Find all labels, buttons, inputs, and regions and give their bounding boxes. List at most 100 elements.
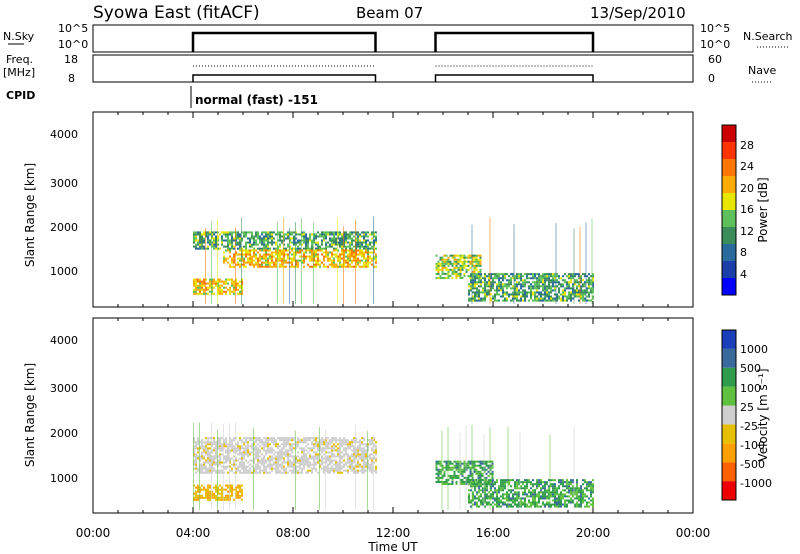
- velocity-cell: [486, 497, 488, 500]
- velocity-cell: [225, 445, 227, 448]
- power-cell: [253, 259, 255, 262]
- velocity-cell: [546, 483, 548, 486]
- velocity-cell: [470, 485, 472, 488]
- power-cell: [584, 289, 586, 292]
- power-cell: [225, 233, 227, 236]
- velocity-cell: [205, 492, 207, 495]
- power-cell: [588, 285, 590, 288]
- velocity-cell: [279, 457, 281, 460]
- power-cell: [323, 231, 325, 234]
- velocity-cell: [530, 505, 532, 508]
- power-cell: [233, 286, 235, 289]
- velocity-cell: [263, 443, 265, 446]
- power-cell: [576, 285, 578, 288]
- velocity-cell: [504, 503, 506, 506]
- power-cell: [492, 277, 494, 280]
- velocity-cell: [369, 467, 371, 470]
- velocity-cell: [293, 461, 295, 464]
- power-cell: [538, 277, 540, 280]
- power-cell: [265, 243, 267, 246]
- power-cell: [331, 239, 333, 242]
- velocity-cell: [467, 466, 470, 469]
- velocity-cell: [263, 455, 265, 458]
- velocity-colorbar-swatch: [722, 443, 736, 463]
- velocity-cell: [267, 443, 269, 446]
- velocity-cell: [225, 455, 227, 458]
- power-cell: [257, 233, 259, 236]
- velocity-cell: [534, 497, 536, 500]
- power-cell: [275, 249, 277, 252]
- velocity-cell: [472, 493, 474, 496]
- velocity-cell: [435, 476, 438, 479]
- power-cell: [233, 257, 235, 260]
- power-cell: [291, 263, 293, 266]
- power-cell: [530, 291, 532, 294]
- power-cell: [562, 299, 564, 302]
- velocity-cell: [582, 479, 584, 482]
- power-cell: [463, 258, 466, 261]
- velocity-cell: [476, 493, 478, 496]
- velocity-cell: [285, 469, 287, 472]
- power-cell: [484, 283, 486, 286]
- velocity-cell: [209, 459, 211, 462]
- power-cell: [261, 237, 263, 240]
- velocity-cell: [508, 499, 510, 502]
- velocity-cell: [470, 489, 472, 492]
- power-cell: [558, 277, 560, 280]
- plot-title: Syowa East (fitACF): [93, 3, 260, 23]
- power-cell: [233, 253, 235, 256]
- power-cell: [331, 265, 333, 268]
- velocity-cell: [375, 451, 377, 454]
- power-cell: [562, 291, 564, 294]
- power-cell: [522, 285, 524, 288]
- velocity-cell: [293, 467, 295, 470]
- power-cell: [494, 297, 496, 300]
- velocity-cell: [243, 449, 245, 452]
- velocity-cell: [357, 445, 359, 448]
- velocity-cell: [558, 495, 560, 498]
- power-cell: [305, 237, 307, 240]
- power-cell: [303, 231, 305, 234]
- power-cell: [482, 291, 484, 294]
- power-cell: [285, 237, 287, 240]
- velocity-cell: [343, 465, 345, 468]
- power-cell: [578, 283, 580, 286]
- velocity-cell: [343, 469, 345, 472]
- velocity-cell: [371, 459, 373, 462]
- power-cell: [325, 233, 327, 236]
- velocity-cell: [562, 481, 564, 484]
- power-cell: [233, 280, 235, 283]
- velocity-cell: [351, 455, 353, 458]
- power-cell: [518, 283, 520, 286]
- power-cell: [321, 239, 323, 242]
- power-cell: [315, 261, 317, 264]
- velocity-cell: [526, 503, 528, 506]
- power-cell: [584, 291, 586, 294]
- velocity-cell: [453, 474, 456, 477]
- velocity-cell: [475, 470, 478, 473]
- velocity-cell: [227, 451, 229, 454]
- xtick-0000-end: 00:00: [676, 526, 711, 540]
- velocity-cell: [552, 493, 554, 496]
- velocity-cell: [257, 453, 259, 456]
- velocity-cell: [349, 457, 351, 460]
- power-cell: [201, 245, 203, 248]
- velocity-cell: [568, 491, 570, 494]
- velocity-cell: [283, 447, 285, 450]
- velocity-cell: [588, 505, 590, 508]
- velocity-cell: [343, 447, 345, 450]
- velocity-cell: [261, 463, 263, 466]
- power-cell: [375, 235, 377, 238]
- velocity-cell: [568, 501, 570, 504]
- velocity-cell: [277, 471, 279, 474]
- velocity-cell: [313, 455, 315, 458]
- velocity-cell: [267, 449, 269, 452]
- velocity-cell: [486, 503, 488, 506]
- power-cell: [492, 279, 494, 282]
- velocity-cell: [243, 453, 245, 456]
- velocity-cell: [243, 463, 245, 466]
- power-cell: [227, 288, 229, 291]
- power-cell: [502, 299, 504, 302]
- power-cell: [249, 253, 251, 256]
- power-cell: [498, 275, 500, 278]
